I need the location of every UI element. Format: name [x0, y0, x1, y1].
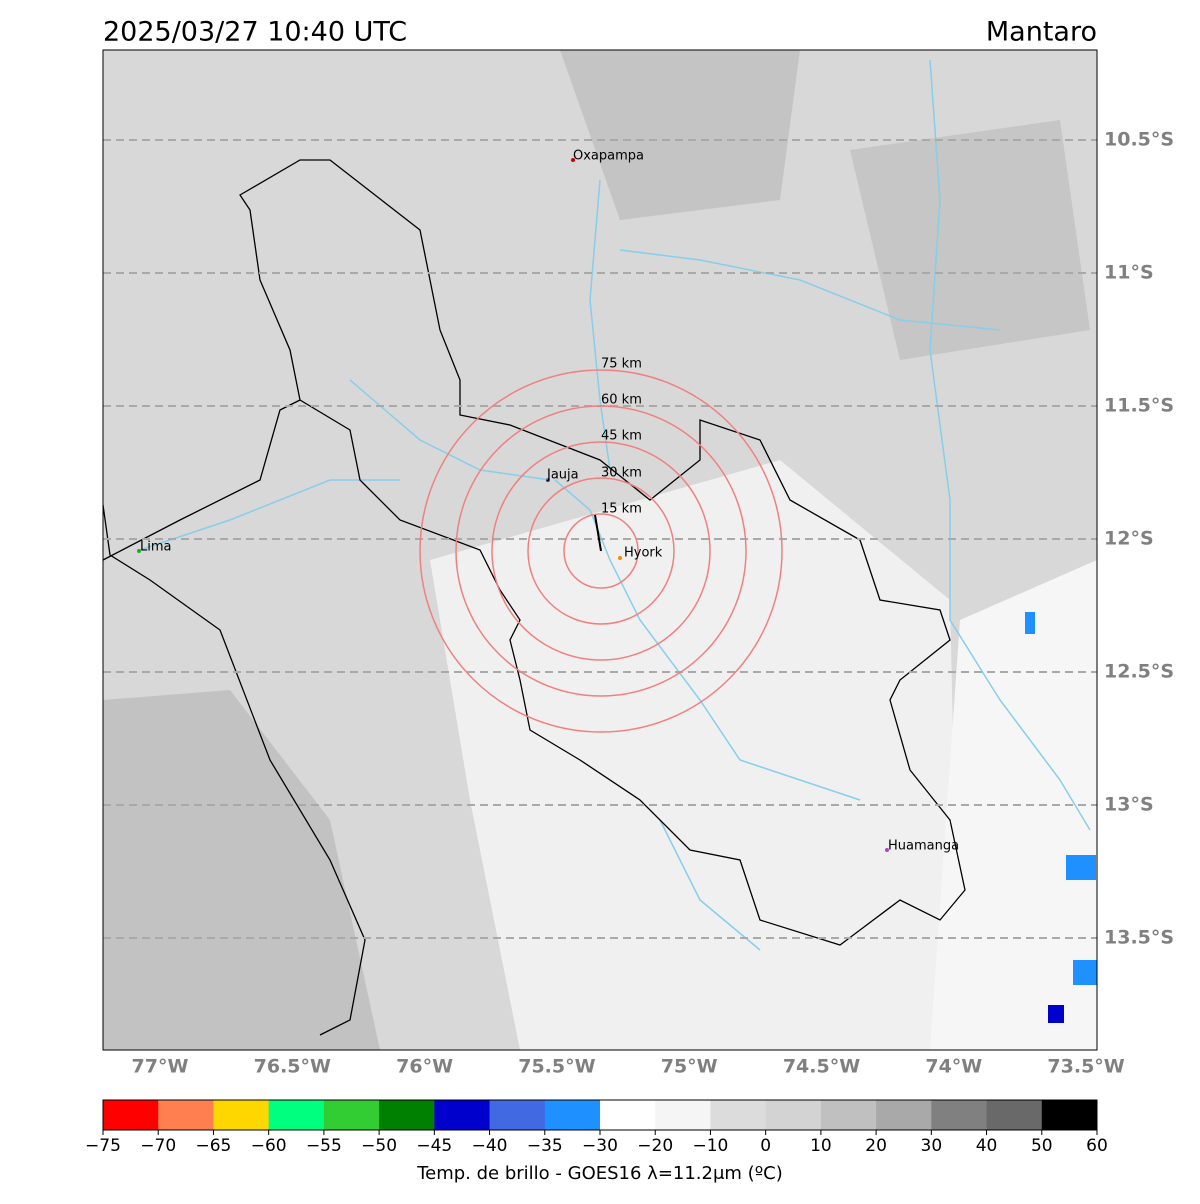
lon-label: 75.5°W — [518, 1056, 595, 1078]
ring-label: 60 km — [601, 393, 642, 408]
place-dot — [618, 556, 622, 560]
colorbar-segment — [710, 1100, 767, 1130]
lat-label: 12°S — [1104, 528, 1154, 550]
colorbar-label: Temp. de brillo - GOES16 λ=11.2μm (ºC) — [416, 1163, 783, 1184]
rivers — [139, 59, 1091, 951]
place-dot — [571, 158, 575, 162]
place-dot — [885, 848, 889, 852]
colorbar-segment — [268, 1100, 325, 1130]
map-frame — [102, 49, 1098, 1051]
colorbar-segment — [765, 1100, 822, 1130]
colorbar-tick-label: −65 — [195, 1136, 231, 1156]
lat-label: 12.5°S — [1104, 661, 1174, 683]
colorbar-tick-label: −20 — [637, 1136, 673, 1156]
region: Mantaro — [986, 17, 1097, 48]
map: Oxapampa Jauja Hyork Lima Huamanga 15 km… — [102, 49, 1098, 1051]
lat-label: 13.5°S — [1104, 927, 1174, 949]
colorbar-segment — [213, 1100, 270, 1130]
colorbar-segment — [1041, 1100, 1098, 1130]
colorbar-segment — [600, 1100, 656, 1130]
colorbar-tick-label: −45 — [416, 1136, 452, 1156]
lat-labels: 10.5°S 11°S 11.5°S 12°S 12.5°S 13°S 13.5°S — [1104, 129, 1174, 949]
ring-label: 45 km — [601, 429, 642, 444]
place-label: Lima — [140, 540, 171, 555]
lon-label: 73.5°W — [1047, 1056, 1124, 1078]
radial — [594, 514, 602, 552]
colorbar-tick-label: 20 — [865, 1136, 887, 1156]
cloud-area — [430, 460, 960, 1050]
colorbar-segment — [489, 1100, 546, 1130]
range-rings — [419, 369, 783, 733]
colorbar-tick-label: −50 — [361, 1136, 397, 1156]
colorbar-tick-label: −60 — [251, 1136, 287, 1156]
colorbar-tick-label: 0 — [760, 1136, 771, 1156]
colorbar-tick-label: −40 — [472, 1136, 508, 1156]
colorbar-segment — [820, 1100, 877, 1130]
cloud-area — [850, 120, 1090, 360]
colorbar-tick-label: −75 — [85, 1136, 121, 1156]
lon-label: 75°W — [661, 1056, 718, 1078]
colorbar-tick-label: 10 — [810, 1136, 832, 1156]
colorbar-tick-label: 50 — [1031, 1136, 1053, 1156]
place-label: Jauja — [546, 468, 579, 483]
colorbar-segment — [876, 1100, 932, 1130]
cold-pixel — [1025, 612, 1035, 634]
ring-label: 75 km — [601, 357, 642, 372]
cloud-area — [103, 690, 380, 1050]
colorbar-segment — [655, 1100, 711, 1130]
cold-pixel — [1048, 1005, 1064, 1023]
colorbar-segment — [323, 1100, 380, 1130]
ring-label: 30 km — [601, 466, 642, 481]
colorbar-tick-label: −70 — [140, 1136, 176, 1156]
lon-label: 76°W — [396, 1056, 453, 1078]
colorbar-tick-label: −30 — [582, 1136, 618, 1156]
lon-label: 76.5°W — [254, 1056, 331, 1078]
place-label: Hyork — [624, 546, 663, 561]
title: 2025/03/27 10:40 UTC — [103, 17, 407, 48]
colorbar-segment — [434, 1100, 491, 1130]
colorbar-tick-label: −10 — [692, 1136, 728, 1156]
lat-label: 10.5°S — [1104, 129, 1174, 151]
colorbar-segment — [379, 1100, 435, 1130]
colorbar-segment — [158, 1100, 214, 1130]
cold-pixel — [1073, 960, 1097, 985]
colorbar-tick-label: −35 — [527, 1136, 563, 1156]
colorbar-segment — [544, 1100, 601, 1130]
place-dot — [137, 549, 141, 553]
lon-labels: 77°W 76.5°W 76°W 75.5°W 75°W 74.5°W 74°W 73.5°W — [132, 1056, 1125, 1078]
cold-pixel — [1066, 855, 1096, 880]
colorbar-segment — [931, 1100, 988, 1130]
cloud-area — [560, 50, 800, 220]
ring-label: 15 km — [601, 502, 642, 517]
lat-label: 13°S — [1104, 794, 1154, 816]
colorbar: −75 −70 −65 −60 −55 −50 −45 −40 −35 −30 −20 −10 0 10 2… — [85, 1099, 1108, 1156]
lon-label: 74°W — [925, 1056, 982, 1078]
colorbar-tick-label: 30 — [921, 1136, 943, 1156]
lat-label: 11°S — [1104, 262, 1154, 284]
colorbar-tick-label: 60 — [1086, 1136, 1108, 1156]
place-label: Oxapampa — [573, 149, 644, 164]
place-dot — [546, 478, 550, 482]
lon-label: 77°W — [132, 1056, 189, 1078]
colorbar-tick-label: 40 — [976, 1136, 998, 1156]
colorbar-segment — [103, 1100, 159, 1130]
colorbar-segment — [986, 1100, 1043, 1130]
colorbar-tick-label: −55 — [306, 1136, 342, 1156]
place-label: Huamanga — [888, 839, 959, 854]
lon-label: 74.5°W — [783, 1056, 860, 1078]
lat-label: 11.5°S — [1104, 395, 1174, 417]
